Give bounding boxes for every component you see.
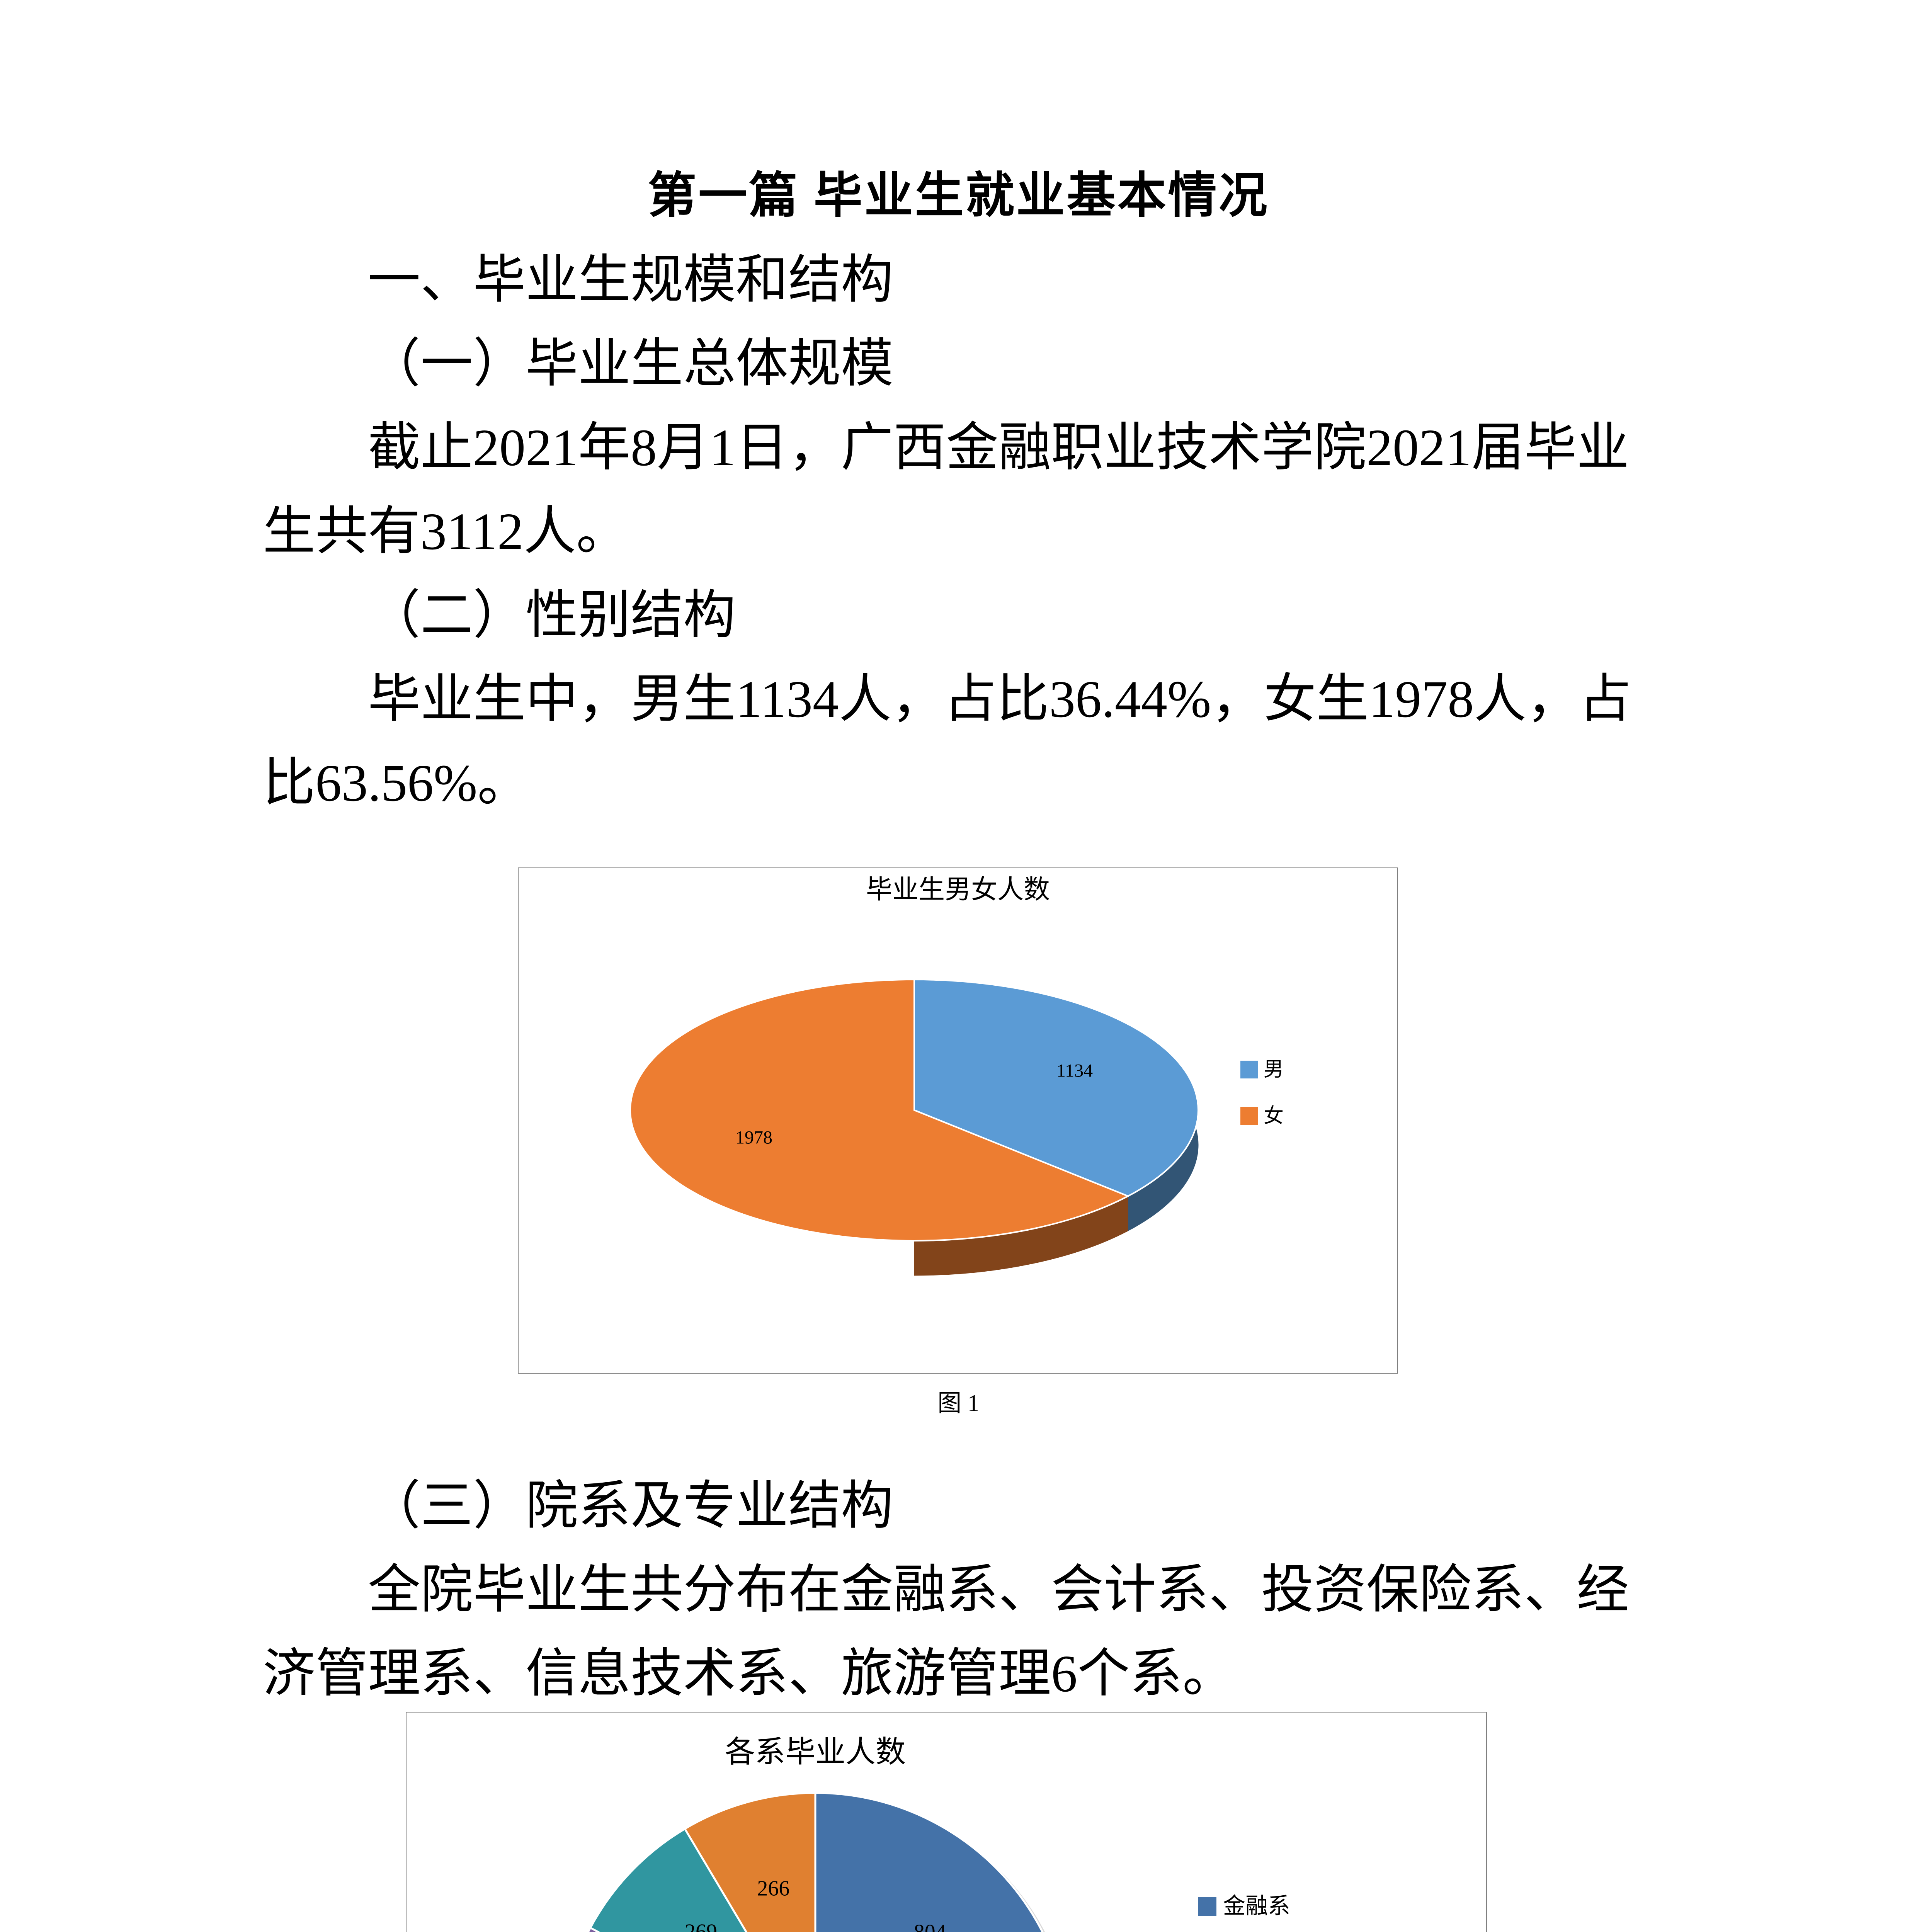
svg-text:男: 男	[1264, 1059, 1284, 1081]
svg-text:266: 266	[757, 1877, 789, 1901]
svg-text:金融系: 金融系	[1223, 1893, 1290, 1918]
svg-text:804: 804	[914, 1920, 946, 1932]
svg-text:女: 女	[1264, 1105, 1284, 1127]
svg-text:各系毕业人数: 各系毕业人数	[725, 1735, 906, 1769]
svg-text:1978: 1978	[735, 1128, 772, 1148]
svg-text:1134: 1134	[1056, 1060, 1093, 1081]
svg-text:毕业生男女人数: 毕业生男女人数	[866, 875, 1050, 904]
svg-text:269: 269	[685, 1920, 717, 1932]
